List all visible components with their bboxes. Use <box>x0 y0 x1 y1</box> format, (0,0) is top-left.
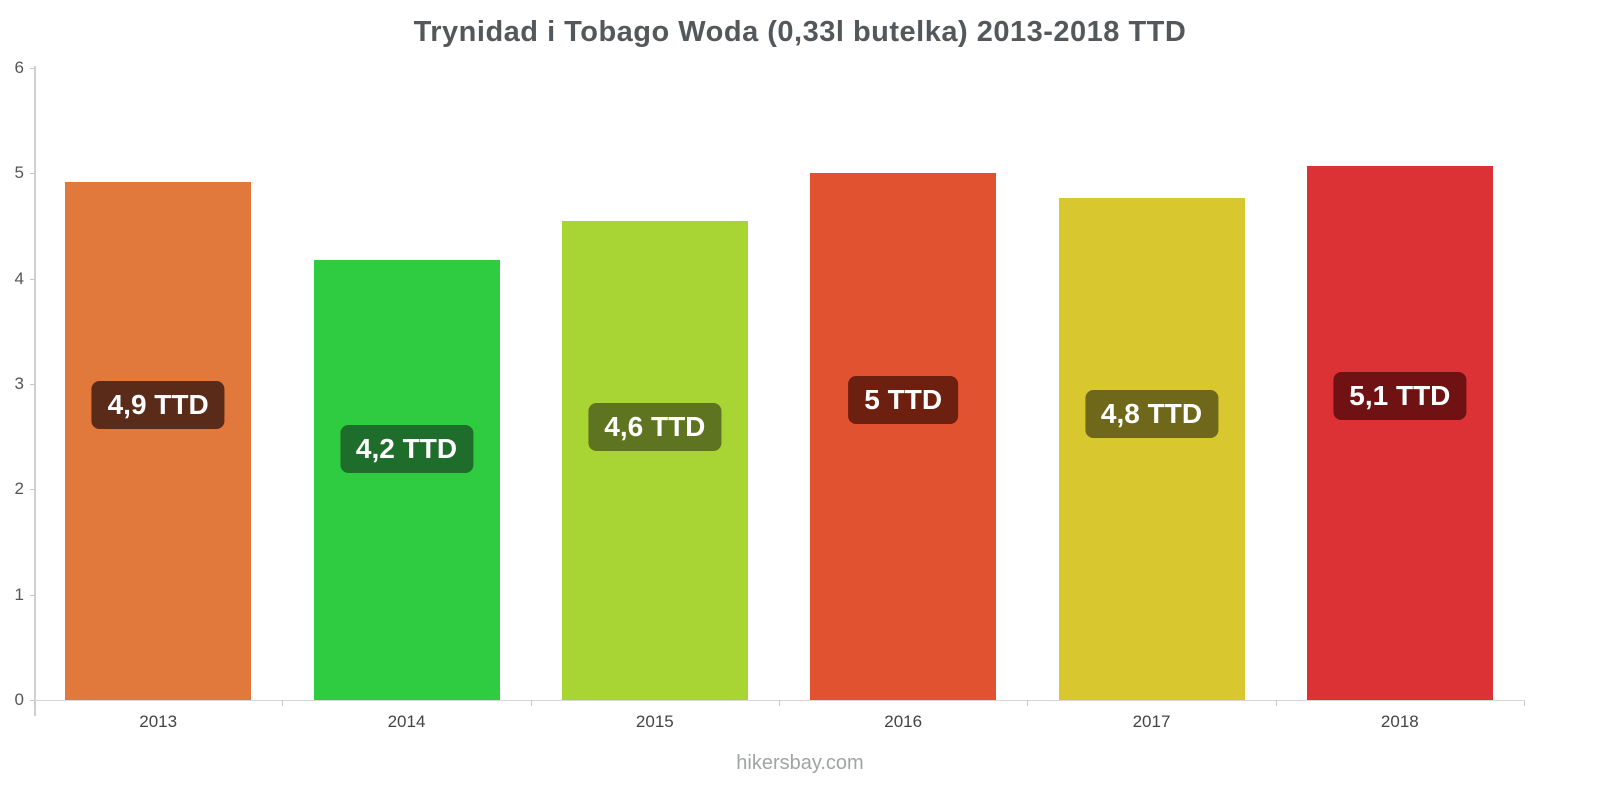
x-tick-mark-6 <box>1524 700 1525 706</box>
x-tick-label-2016: 2016 <box>884 712 923 731</box>
bar-value-label-2018: 5,1 TTD <box>1333 371 1467 420</box>
y-tick-mark-2 <box>30 489 35 491</box>
chart-title: Trynidad i Tobago Woda (0,33l butelka) 2… <box>413 16 1187 48</box>
y-tick-mark-6 <box>30 68 35 69</box>
bar-value-label-2014: 4,2 TTD <box>339 425 474 474</box>
y-tick-label-0: 0 <box>14 690 24 709</box>
y-tick-mark-3 <box>30 384 35 385</box>
bar-2015[interactable] <box>561 220 748 700</box>
y-tick-label-1: 1 <box>14 584 24 604</box>
x-tick-mark-2 <box>530 700 532 706</box>
y-tick-mark-1 <box>30 594 35 596</box>
bar-value-label-2013: 4,9 TTD <box>91 380 225 429</box>
x-tick-mark-5 <box>1275 700 1277 706</box>
bar-value-label-2016: 5 TTD <box>848 375 959 424</box>
y-tick-label-4: 4 <box>14 268 24 288</box>
y-tick-label-5: 5 <box>14 163 24 183</box>
x-tick-mark-1 <box>282 700 284 706</box>
bar-2017[interactable] <box>1058 197 1245 700</box>
y-tick-mark-5 <box>30 173 35 175</box>
x-tick-label-2015: 2015 <box>635 712 674 731</box>
x-tick-mark-4 <box>1027 700 1029 706</box>
y-tick-label-6: 6 <box>14 58 24 77</box>
bar-value-label-2017: 4,8 TTD <box>1084 389 1219 438</box>
y-tick-label-3: 3 <box>14 374 24 393</box>
y-axis-line <box>34 66 36 716</box>
bar-value-label-2015: 4,6 TTD <box>588 402 722 451</box>
y-tick-label-2: 2 <box>14 479 24 499</box>
x-tick-label-2017: 2017 <box>1132 712 1171 731</box>
footer-watermark: hikersbay.com <box>736 752 864 774</box>
x-tick-label-2013: 2013 <box>139 712 178 731</box>
y-tick-mark-0 <box>30 700 35 701</box>
x-tick-mark-3 <box>779 700 780 706</box>
y-tick-mark-4 <box>30 278 35 280</box>
bar-2018[interactable] <box>1306 165 1493 700</box>
x-tick-label-2014: 2014 <box>387 712 426 731</box>
bar-2013[interactable] <box>65 181 252 700</box>
x-tick-mark-0 <box>34 700 35 706</box>
x-tick-label-2018: 2018 <box>1380 712 1419 731</box>
bar-2014[interactable] <box>313 259 500 700</box>
bar-2016[interactable] <box>810 173 997 700</box>
